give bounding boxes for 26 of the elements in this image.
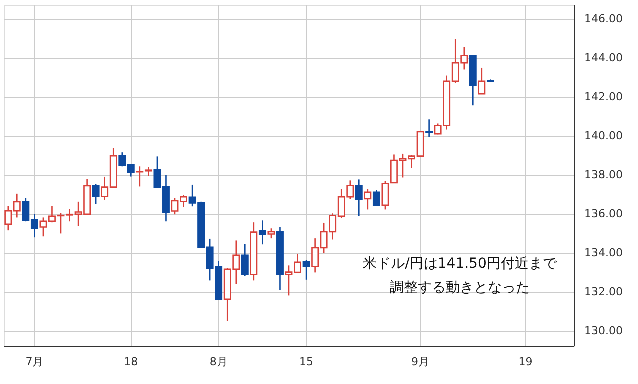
candlestick bbox=[372, 190, 380, 208]
candlestick bbox=[92, 184, 100, 205]
x-tick-label: 18 bbox=[124, 356, 138, 368]
x-tick-label: 9月 bbox=[412, 356, 430, 368]
y-tick-label: 130.00 bbox=[584, 324, 623, 338]
x-tick-label: 19 bbox=[518, 356, 533, 368]
annotation: 米ドル/円は141.50円付近まで調整する動きとなった bbox=[363, 256, 558, 296]
y-tick-label: 134.00 bbox=[584, 246, 623, 260]
y-tick-label: 140.00 bbox=[584, 130, 623, 143]
candlestick bbox=[241, 243, 249, 277]
x-tick-label: 7月 bbox=[26, 356, 44, 368]
y-tick-label: 146.00 bbox=[584, 12, 623, 26]
y-tick-label: 136.00 bbox=[584, 208, 623, 221]
candlestick bbox=[426, 118, 434, 138]
y-tick-label: 144.00 bbox=[584, 52, 623, 65]
candlestick bbox=[302, 259, 310, 281]
x-tick-label: 15 bbox=[300, 356, 314, 368]
candlestick bbox=[258, 220, 266, 246]
y-tick-label: 142.00 bbox=[584, 90, 623, 104]
candlestick bbox=[268, 228, 276, 240]
candlestick bbox=[478, 67, 486, 95]
y-tick-label: 132.00 bbox=[584, 285, 623, 298]
y-tick-label: 138.00 bbox=[584, 168, 623, 182]
candlestick bbox=[355, 179, 363, 217]
x-tick-label: 8月 bbox=[210, 356, 228, 368]
candlestick bbox=[364, 188, 372, 210]
